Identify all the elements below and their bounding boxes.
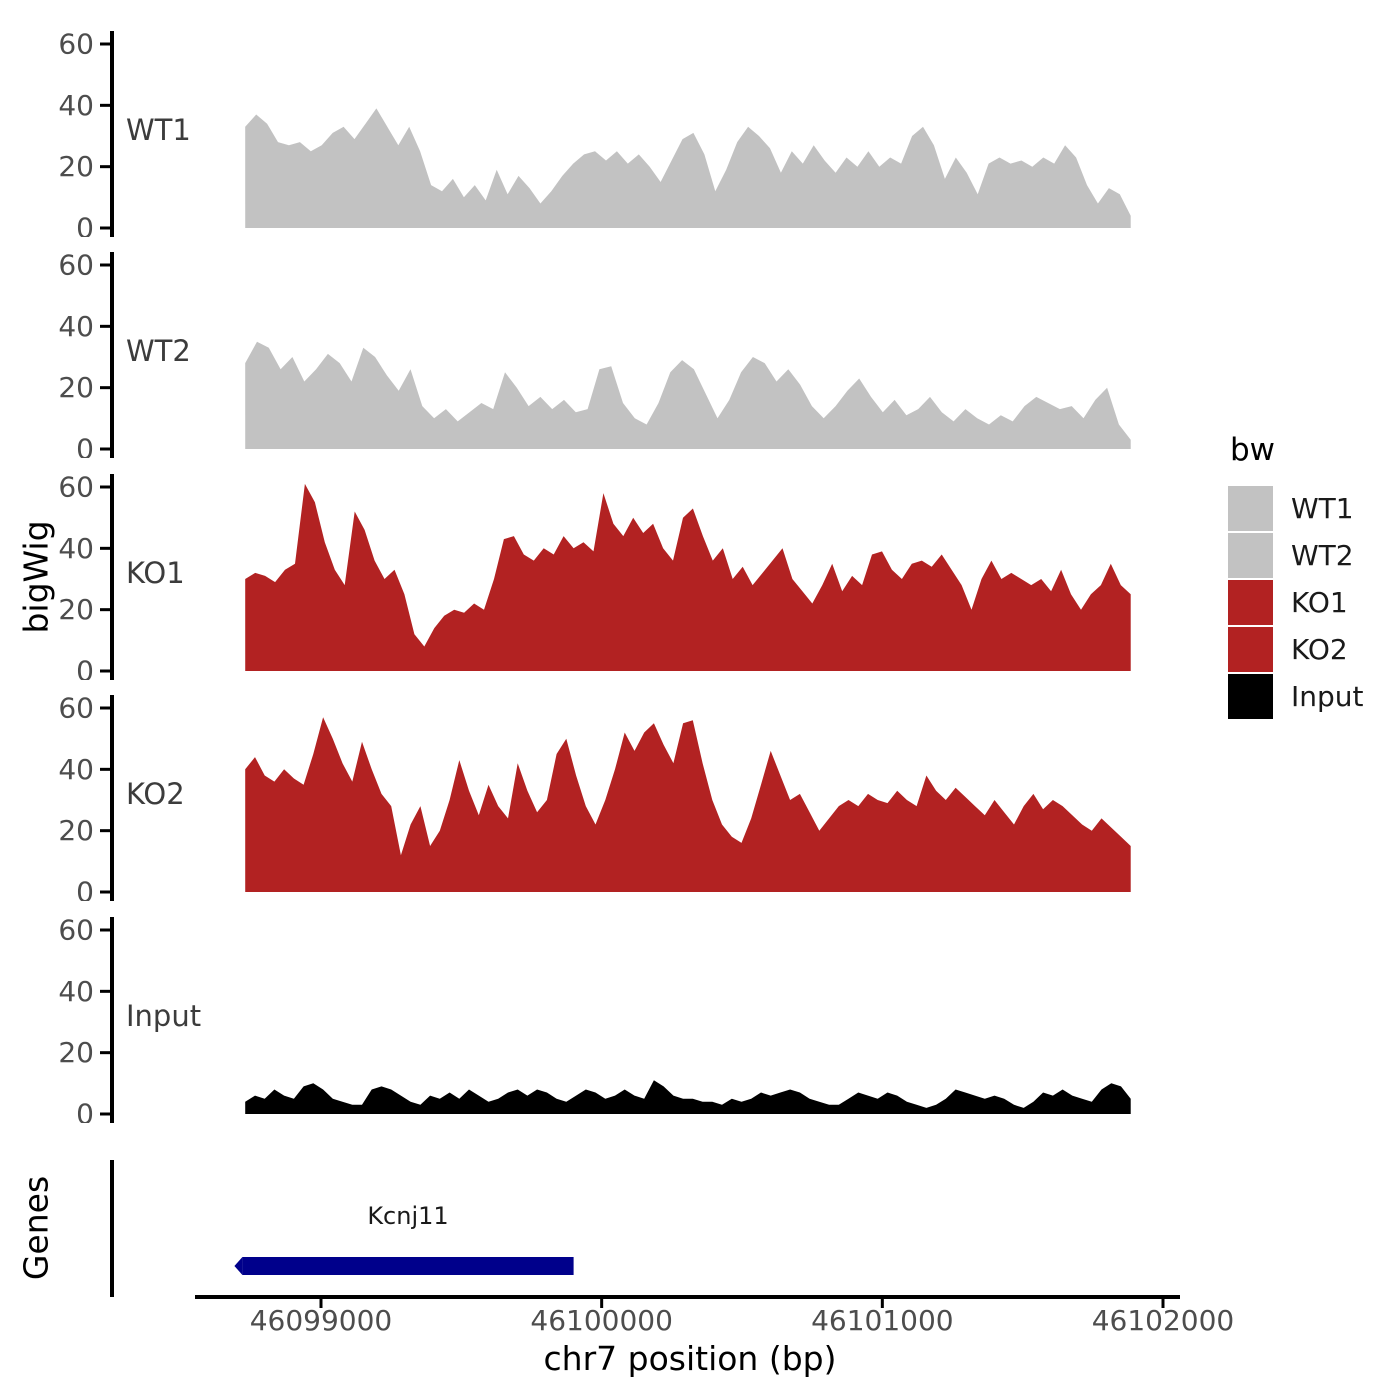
y-tick-label: 60: [58, 31, 94, 61]
legend-row-ko1: KO1: [1228, 580, 1364, 625]
legend: bw WT1 WT2 KO1 KO2 Input: [1228, 432, 1364, 721]
legend-swatch-wt2: [1228, 533, 1273, 578]
track-label: WT2: [126, 334, 191, 368]
y-tick-label: 0: [76, 433, 94, 459]
track-label: Input: [126, 999, 201, 1033]
track-panel-input: 0 20 40 60 Input: [58, 917, 1131, 1124]
y-tick-label: 20: [58, 814, 94, 847]
y-tick-label: 60: [58, 695, 94, 725]
x-tick-label: 46099000: [250, 1304, 393, 1337]
coverage-area-wt1: [245, 108, 1131, 228]
track-panel-ko1: 0 20 40 60 KO1: [58, 474, 1131, 681]
y-tick-label: 0: [76, 655, 94, 681]
track-panel-ko2: 0 20 40 60 KO2: [58, 695, 1131, 902]
legend-row-wt2: WT2: [1228, 533, 1364, 578]
y-tick-label: 20: [58, 150, 94, 183]
x-axis: 46099000 46100000 46101000 46102000: [195, 1295, 1235, 1337]
x-tick-label: 46102000: [1092, 1304, 1235, 1337]
y-tick-label: 40: [58, 753, 94, 786]
y-tick-label: 20: [58, 371, 94, 404]
y-tick-label: 20: [58, 1036, 94, 1069]
track-panel-wt1: 0 20 40 60 WT1: [58, 31, 1131, 238]
y-tick-label: 40: [58, 532, 94, 565]
gene-strand-arrow: [234, 1257, 243, 1275]
y-tick-label: 0: [76, 1098, 94, 1124]
y-tick-label: 60: [58, 252, 94, 282]
y-tick-label: 40: [58, 310, 94, 343]
legend-label-wt1: WT1: [1291, 492, 1354, 525]
x-tick-label: 46101000: [811, 1304, 954, 1337]
coverage-area-wt2: [245, 341, 1131, 449]
legend-swatch-ko1: [1228, 580, 1273, 625]
legend-swatch-ko2: [1228, 627, 1273, 672]
track-label: WT1: [126, 113, 191, 147]
legend-row-wt1: WT1: [1228, 486, 1364, 531]
legend-row-ko2: KO2: [1228, 627, 1364, 672]
gene-body: [242, 1257, 574, 1275]
legend-title: bw: [1230, 432, 1276, 468]
y-tick-label: 40: [58, 975, 94, 1008]
y-tick-label: 20: [58, 593, 94, 626]
legend-swatch-wt1: [1228, 486, 1273, 531]
legend-label-wt2: WT2: [1291, 539, 1354, 572]
y-tick-label: 0: [76, 876, 94, 902]
legend-label-ko1: KO1: [1291, 586, 1348, 619]
track-label: KO2: [126, 777, 185, 811]
legend-label-ko2: KO2: [1291, 633, 1348, 666]
x-axis-title: chr7 position (bp): [543, 1339, 837, 1378]
y-tick-label: 0: [76, 212, 94, 238]
genes-track-panel: Kcnj11: [110, 1160, 574, 1297]
y-tick-label: 60: [58, 917, 94, 947]
y-tick-label: 40: [58, 89, 94, 122]
legend-row-input: Input: [1228, 674, 1364, 719]
x-tick-label: 46100000: [530, 1304, 673, 1337]
track-label: KO1: [126, 556, 185, 590]
legend-swatch-input: [1228, 674, 1273, 719]
coverage-area-input: [245, 1080, 1131, 1114]
gene-name-label: Kcnj11: [367, 1202, 448, 1230]
y-tick-label: 60: [58, 474, 94, 504]
coverage-area-ko2: [245, 717, 1131, 892]
coverage-area-ko1: [245, 483, 1131, 671]
track-panel-wt2: 0 20 40 60 WT2: [58, 252, 1131, 459]
legend-label-input: Input: [1291, 680, 1364, 713]
